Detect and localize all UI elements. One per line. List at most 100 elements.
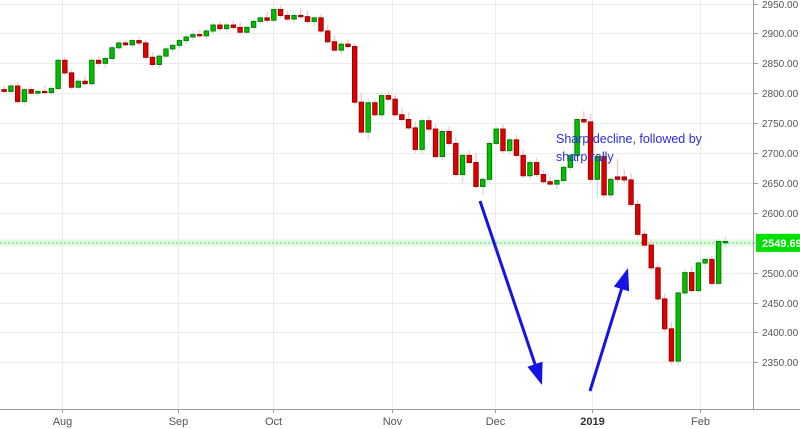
candlestick[interactable] bbox=[466, 150, 472, 165]
candlestick[interactable] bbox=[365, 99, 371, 140]
candlestick[interactable] bbox=[628, 173, 634, 207]
candlestick[interactable] bbox=[82, 76, 88, 87]
candlestick[interactable] bbox=[439, 129, 446, 161]
candlestick[interactable] bbox=[695, 260, 702, 293]
candlestick[interactable] bbox=[277, 5, 284, 18]
candlestick[interactable] bbox=[662, 294, 668, 333]
candlestick[interactable] bbox=[304, 10, 311, 24]
candlestick[interactable] bbox=[480, 176, 486, 195]
candlestick[interactable] bbox=[722, 236, 729, 249]
candlestick[interactable] bbox=[28, 87, 34, 95]
candlestick[interactable] bbox=[291, 13, 297, 23]
candlestick[interactable] bbox=[655, 263, 661, 303]
candlestick[interactable] bbox=[102, 56, 108, 69]
candlestick[interactable] bbox=[486, 141, 493, 183]
candlestick[interactable] bbox=[446, 126, 452, 146]
candlestick[interactable] bbox=[621, 169, 627, 183]
candlestick[interactable] bbox=[136, 36, 142, 46]
candlestick[interactable] bbox=[715, 239, 722, 286]
candlestick[interactable] bbox=[271, 7, 277, 23]
candlestick[interactable] bbox=[62, 57, 68, 76]
candlestick[interactable] bbox=[48, 86, 55, 96]
candlestick[interactable] bbox=[547, 176, 553, 186]
candlestick[interactable] bbox=[405, 112, 412, 131]
candlestick[interactable] bbox=[109, 45, 115, 61]
candlestick[interactable] bbox=[635, 199, 641, 237]
candlestick[interactable] bbox=[318, 14, 324, 34]
candlestick[interactable] bbox=[702, 257, 708, 270]
candlestick[interactable] bbox=[8, 83, 14, 95]
candlestick[interactable] bbox=[75, 78, 82, 90]
candlestick[interactable] bbox=[21, 88, 28, 106]
candlestick[interactable] bbox=[412, 121, 419, 153]
candlestick[interactable] bbox=[35, 89, 41, 97]
price-badge-background[interactable] bbox=[756, 233, 800, 252]
candlestick[interactable] bbox=[432, 124, 439, 159]
candlestick[interactable] bbox=[163, 46, 169, 59]
candlestick[interactable] bbox=[264, 11, 270, 23]
candlestick[interactable] bbox=[149, 52, 156, 67]
candlestick[interactable] bbox=[507, 137, 513, 155]
candlestick[interactable] bbox=[95, 56, 102, 66]
candlestick[interactable] bbox=[284, 10, 290, 22]
candlestick[interactable] bbox=[533, 157, 540, 177]
current-price-badge[interactable]: 2549.69 bbox=[753, 233, 800, 252]
candlestick[interactable] bbox=[493, 126, 499, 146]
candlestick[interactable] bbox=[14, 82, 21, 104]
candlestick[interactable] bbox=[392, 94, 398, 118]
candlestick[interactable] bbox=[1, 86, 7, 94]
candlestick[interactable] bbox=[688, 266, 695, 293]
candlestick-series[interactable] bbox=[1, 5, 729, 366]
candlestick[interactable] bbox=[601, 151, 607, 198]
candlestick[interactable] bbox=[419, 118, 425, 155]
candlestick[interactable] bbox=[190, 31, 196, 41]
candlestick[interactable] bbox=[230, 20, 237, 30]
candlestick[interactable] bbox=[560, 164, 567, 183]
candlestick[interactable] bbox=[257, 15, 264, 24]
candlestick[interactable] bbox=[682, 269, 688, 296]
candlestick[interactable] bbox=[513, 135, 520, 158]
candlestick[interactable] bbox=[176, 38, 183, 49]
candlestick[interactable] bbox=[614, 158, 621, 183]
candlestick[interactable] bbox=[594, 153, 601, 199]
candlestick[interactable] bbox=[453, 137, 459, 177]
candlestick[interactable] bbox=[554, 178, 560, 189]
candlestick[interactable] bbox=[668, 321, 675, 365]
candlestick[interactable] bbox=[385, 92, 392, 102]
candlestick[interactable] bbox=[223, 22, 230, 33]
candlestick[interactable] bbox=[237, 22, 243, 35]
candlestick[interactable] bbox=[129, 38, 135, 48]
candlestick[interactable] bbox=[581, 111, 587, 125]
candlestick[interactable] bbox=[331, 35, 338, 53]
candlestick[interactable] bbox=[41, 86, 48, 95]
candlestick[interactable] bbox=[55, 58, 61, 91]
candlestick[interactable] bbox=[567, 153, 574, 171]
candlestick[interactable] bbox=[325, 25, 331, 45]
candlestick[interactable] bbox=[608, 176, 614, 199]
candlestick[interactable] bbox=[298, 8, 304, 20]
candlestick[interactable] bbox=[170, 42, 176, 53]
candlestick[interactable] bbox=[183, 34, 189, 45]
candlestick[interactable] bbox=[210, 22, 216, 34]
candlestick[interactable] bbox=[358, 93, 365, 136]
candlestick[interactable] bbox=[473, 153, 479, 189]
candlestick[interactable] bbox=[217, 21, 223, 32]
candlestick[interactable] bbox=[196, 29, 203, 39]
candlestick[interactable] bbox=[244, 25, 250, 35]
candlestick[interactable] bbox=[143, 39, 149, 60]
candlestick[interactable] bbox=[426, 115, 432, 132]
candlestick[interactable] bbox=[540, 169, 547, 185]
candlestick[interactable] bbox=[500, 124, 506, 153]
candlestick[interactable] bbox=[641, 229, 648, 249]
candlestick[interactable] bbox=[311, 15, 317, 27]
candlestick[interactable] bbox=[250, 19, 257, 30]
candlestick[interactable] bbox=[116, 40, 122, 52]
candlestick[interactable] bbox=[527, 160, 533, 180]
candlestick[interactable] bbox=[709, 255, 715, 286]
candlestick[interactable] bbox=[338, 41, 344, 54]
candlestick[interactable] bbox=[345, 39, 351, 49]
candlestick[interactable] bbox=[351, 42, 358, 106]
candlestick[interactable] bbox=[648, 239, 654, 271]
candlestick[interactable] bbox=[675, 290, 681, 366]
